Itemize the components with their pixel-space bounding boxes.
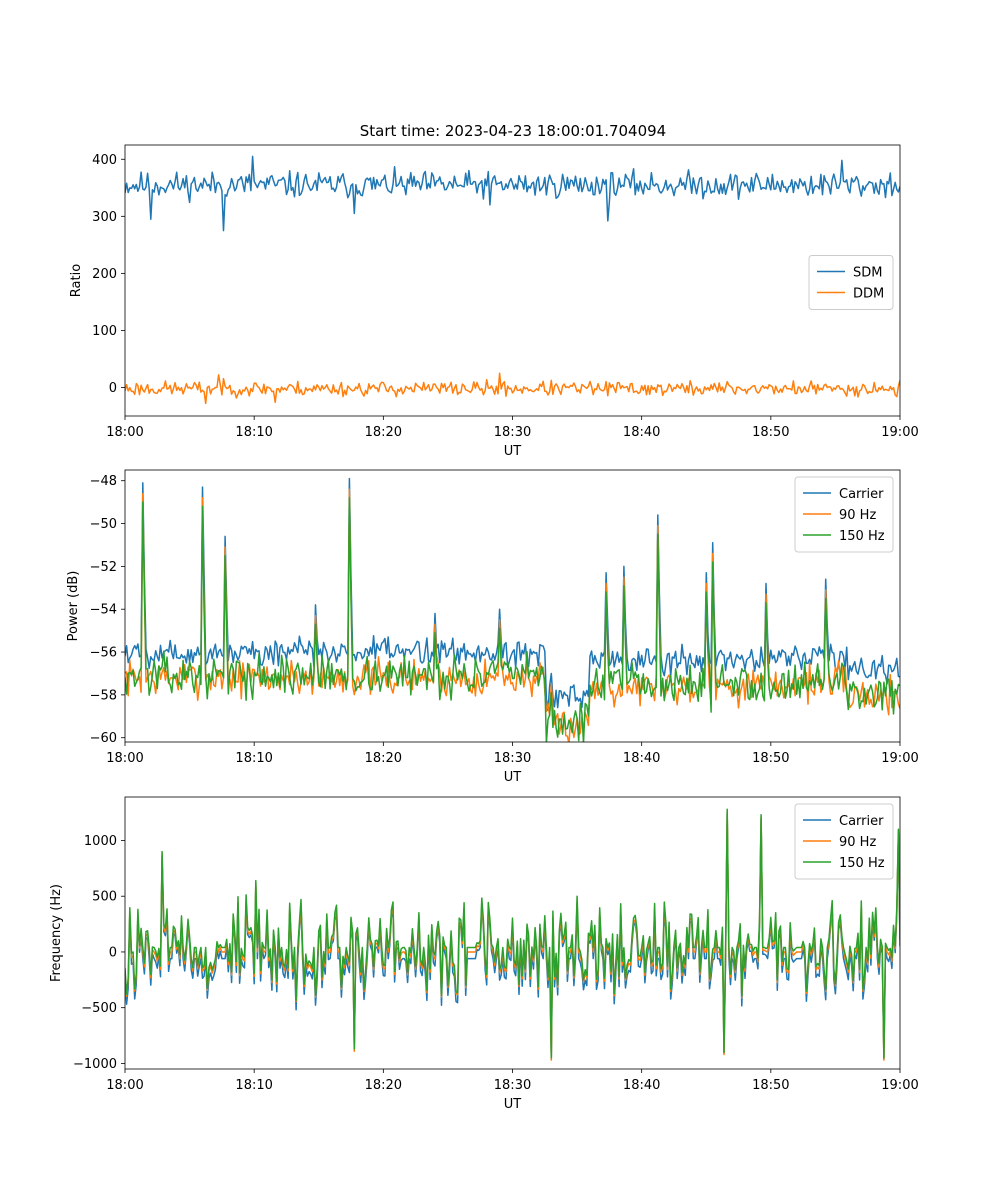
y-tick-label: 300: [92, 210, 117, 225]
legend-label: 90 Hz: [839, 835, 876, 850]
legend-label: 90 Hz: [839, 508, 876, 523]
legend-label: 150 Hz: [839, 856, 885, 871]
legend-label: Carrier: [839, 814, 884, 829]
x-tick-label: 18:40: [623, 751, 660, 766]
y-tick-label: −1000: [73, 1057, 117, 1072]
axes-frame: [124, 469, 901, 743]
y-tick-label: −500: [81, 1001, 117, 1016]
x-tick-label: 18:50: [752, 751, 789, 766]
y-tick-label: 0: [109, 381, 117, 396]
y-tick-label: 1000: [84, 834, 117, 849]
y-tick-label: −54: [90, 603, 117, 618]
y-axis-label: Ratio: [69, 264, 84, 297]
y-tick-label: −56: [90, 646, 117, 661]
y-axis-label: Power (dB): [66, 571, 81, 642]
series-line-carrier: [125, 477, 900, 712]
y-tick-label: −58: [90, 688, 117, 703]
x-tick-label: 18:30: [494, 751, 531, 766]
y-tick-label: −48: [90, 474, 117, 489]
x-tick-label: 18:50: [752, 425, 789, 440]
legend: SDM DDM: [808, 255, 894, 310]
x-axis-label: UT: [504, 1097, 522, 1112]
x-tick-label: 18:30: [494, 425, 531, 440]
x-axis-label: UT: [504, 444, 522, 459]
x-tick-label: 18:40: [623, 425, 660, 440]
y-tick-label: 500: [92, 890, 117, 905]
x-tick-label: 18:00: [106, 751, 143, 766]
x-tick-label: 18:00: [106, 425, 143, 440]
x-tick-label: 19:00: [881, 425, 918, 440]
x-tick-label: 18:20: [365, 751, 402, 766]
legend-label: SDM: [853, 266, 882, 281]
legend-box: [794, 476, 894, 553]
x-tick-label: 18:50: [752, 1078, 789, 1093]
x-tick-label: 18:10: [235, 1078, 272, 1093]
y-tick-label: 0: [109, 945, 117, 960]
legend-box: [794, 803, 894, 880]
y-tick-label: −60: [90, 731, 117, 746]
series-line-sdm: [125, 155, 900, 232]
legend-label: Carrier: [839, 487, 884, 502]
x-tick-label: 18:10: [235, 751, 272, 766]
x-tick-label: 18:10: [235, 425, 272, 440]
x-tick-label: 18:00: [106, 1078, 143, 1093]
x-tick-label: 18:40: [623, 1078, 660, 1093]
frequency-panel: 18:00 18:10 18:20 18:30 18:40 18:50 19:00 −1000…: [49, 796, 919, 1112]
legend: Carrier 90 Hz 150 Hz: [794, 803, 894, 880]
x-axis-label: UT: [504, 770, 522, 785]
x-tick-label: 18:20: [365, 425, 402, 440]
y-axis-label: Frequency (Hz): [49, 884, 64, 982]
legend-label: 150 Hz: [839, 529, 885, 544]
ratio-panel: 18:00 18:10 18:20 18:30 18:40 18:50 19:00 0 100 2…: [69, 144, 919, 459]
x-tick-label: 18:30: [494, 1078, 531, 1093]
legend: Carrier 90 Hz 150 Hz: [794, 476, 894, 553]
power-panel: 18:00 18:10 18:20 18:30 18:40 18:50 19:00 −60 −5…: [66, 469, 919, 785]
series-line-90-hz: [125, 488, 900, 742]
y-tick-label: 400: [92, 153, 117, 168]
y-tick-label: 200: [92, 267, 117, 282]
y-tick-label: 100: [92, 324, 117, 339]
series-line-ddm: [125, 372, 900, 405]
legend-label: DDM: [853, 287, 884, 302]
y-tick-label: −50: [90, 517, 117, 532]
x-tick-label: 19:00: [881, 1078, 918, 1093]
legend-box: [808, 255, 894, 310]
figure-title: Start time: 2023-04-23 18:00:01.704094: [360, 122, 666, 140]
series-line-150-hz: [125, 808, 900, 1059]
x-tick-label: 19:00: [881, 751, 918, 766]
y-tick-label: −52: [90, 560, 117, 575]
x-tick-label: 18:20: [365, 1078, 402, 1093]
series-line-150-hz: [125, 497, 900, 742]
